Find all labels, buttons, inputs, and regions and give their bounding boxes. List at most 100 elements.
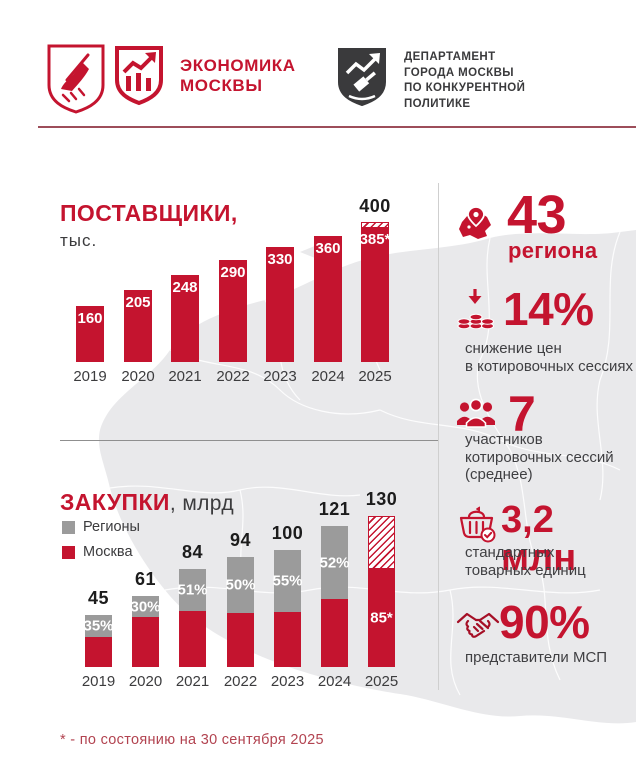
moscow-segment [85, 637, 112, 667]
bar-value-label: 290 [220, 264, 246, 281]
vertical-divider [438, 183, 439, 690]
regions-segment: 51% [177, 569, 208, 611]
department-shield-icon [338, 48, 386, 107]
year-label: 2021 [168, 368, 202, 385]
regions-pct-label: 55% [272, 572, 303, 590]
suppliers-bar-2021: 248 [171, 275, 199, 362]
regions-pct-label: 35% [83, 617, 114, 635]
purchases-bar-2022: 50% 94 [225, 530, 256, 667]
participants-icon [457, 398, 495, 428]
moscow-segment [132, 617, 159, 667]
stat-participants-value: 7 [508, 386, 536, 442]
moscow-segment [227, 613, 254, 667]
regions-segment: 52% [319, 526, 350, 599]
legend-swatch-moscow [62, 545, 75, 559]
year-label: 2024 [317, 673, 352, 690]
brand-title-line1: ЭКОНОМИКА [180, 56, 296, 75]
suppliers-bar-2022: 290 [219, 260, 247, 362]
moscow-segment [179, 611, 206, 667]
bar-total-label: 100 [271, 523, 304, 543]
legend-label-moscow: Москва [83, 544, 133, 560]
department-line4: ПОЛИТИКЕ [404, 97, 471, 110]
bar-total-label: 61 [134, 569, 157, 589]
suppliers-chart-subtitle: тыс. [60, 231, 98, 250]
legend-item-moscow: Москва [62, 544, 133, 560]
year-label: 2022 [223, 673, 258, 690]
year-label: 2019 [73, 368, 107, 385]
bar-total-label: 130 [365, 489, 398, 509]
year-label: 2020 [121, 368, 155, 385]
purchases-bar-2025: 85* 130 [366, 489, 397, 667]
stat-msp-desc: представители МСП [465, 649, 608, 666]
purchases-bar-2019: 35% 45 [83, 588, 114, 667]
stat-price-decrease-value: 14% [503, 283, 594, 335]
suppliers-bar-2025: 385* 400 [359, 196, 391, 362]
regions-segment: 55% [272, 550, 303, 612]
economy-moscow-shield-icon [115, 46, 163, 106]
regions-segment: 50% [225, 557, 256, 613]
suppliers-bar-2019: 160 [76, 306, 104, 362]
moscow-segment [321, 599, 348, 667]
purchases-chart: 35% 45 2019 30% 61 2020 51% 84 2021 50% 94 2022 55% 1… [82, 489, 415, 690]
bar-value-label: 360 [315, 240, 341, 257]
stat-regions-value: 43 [507, 185, 567, 245]
bar-value-label: 248 [172, 279, 198, 296]
suppliers-chart-title: ПОСТАВЩИКИ, [60, 200, 238, 226]
year-label: 2019 [81, 673, 116, 690]
moscow-segment: 85* [368, 569, 395, 667]
suppliers-bar-2024: 360 [314, 236, 342, 362]
regions-pct-label: 50% [225, 576, 256, 594]
year-label: 2024 [311, 368, 345, 385]
year-label: 2021 [175, 673, 210, 690]
year-label: 2025 [358, 368, 392, 385]
purchases-bar-2020: 30% 61 [130, 569, 161, 667]
bar-value-label: 385* [359, 231, 391, 248]
suppliers-chart: 160 2019 205 2020 248 2021 290 2022 330 2023 360 20… [73, 196, 436, 385]
moscow-coat-of-arms-icon [47, 44, 105, 114]
stat-regions-unit: региона [508, 238, 598, 263]
bar-total-label: 84 [181, 542, 204, 562]
purchases-bar-2023: 55% 100 [272, 523, 303, 667]
regions-pct-label: 30% [130, 598, 161, 615]
basket-icon [459, 506, 496, 543]
suppliers-bar-2023: 330 [266, 247, 294, 362]
regions-segment: 30% [130, 596, 161, 617]
stat-msp-value: 90% [499, 596, 590, 648]
stat-participants-desc: участников котировочных сессий (среднее) [465, 431, 614, 483]
legend-item-regions: Регионы [62, 519, 140, 535]
brand-title: ЭКОНОМИКА МОСКВЫ [180, 56, 296, 96]
year-label: 2025 [364, 673, 399, 690]
bar-value-label: 330 [267, 251, 293, 268]
stat-price-decrease-desc: снижение цен в котировочных сессиях [465, 340, 634, 375]
bar-total-label: 121 [318, 499, 351, 519]
bar-total-label: 45 [87, 588, 110, 608]
department-line3: ПО КОНКУРЕНТНОЙ [404, 82, 526, 94]
department-line2: ГОРОДА МОСКВЫ [404, 66, 514, 79]
region-pin-icon [459, 206, 491, 239]
stat-goods-units-value: 3,2 млн [501, 499, 577, 579]
price-decrease-coins-icon [457, 289, 494, 330]
bar-outside-label: 400 [359, 196, 391, 216]
year-label: 2022 [216, 368, 250, 385]
regions-pct-label: 52% [319, 554, 350, 571]
year-label: 2023 [263, 368, 297, 385]
suppliers-bar-solid-2025: 385* [359, 227, 391, 362]
regions-pct-label: 51% [177, 581, 208, 599]
bar-total-label: 94 [229, 530, 252, 550]
regions-segment: 35% [83, 615, 114, 637]
legend-swatch-regions [62, 520, 75, 534]
purchases-title-main: ЗАКУПКИ [60, 489, 170, 515]
year-label: 2023 [270, 673, 305, 690]
header-divider [38, 126, 636, 128]
department-title: ДЕПАРТАМЕНТ ГОРОДА МОСКВЫ ПО КОНКУРЕНТНО… [404, 50, 525, 112]
moscow-segment [274, 612, 301, 667]
charts-divider [60, 440, 438, 441]
year-label: 2020 [128, 673, 163, 690]
purchases-chart-title: ЗАКУПКИ, млрд [60, 489, 234, 516]
suppliers-bar-2020: 205 [124, 290, 152, 362]
bar-value-label: 160 [77, 310, 103, 327]
handshake-icon [456, 612, 500, 638]
purchases-bar-2024: 52% 121 [319, 499, 350, 667]
legend-label-regions: Регионы [83, 519, 140, 535]
department-line1: ДЕПАРТАМЕНТ [404, 51, 496, 63]
